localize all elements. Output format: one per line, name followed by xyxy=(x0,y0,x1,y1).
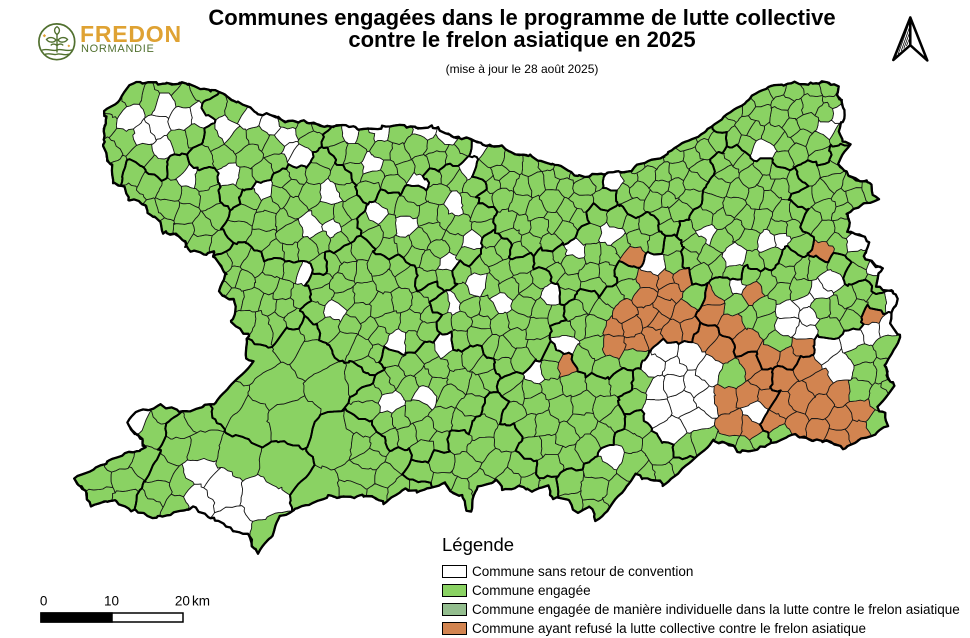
svg-text:0: 0 xyxy=(40,594,48,609)
svg-text:km: km xyxy=(192,594,210,609)
svg-text:20: 20 xyxy=(175,594,190,609)
svg-text:10: 10 xyxy=(104,594,119,609)
